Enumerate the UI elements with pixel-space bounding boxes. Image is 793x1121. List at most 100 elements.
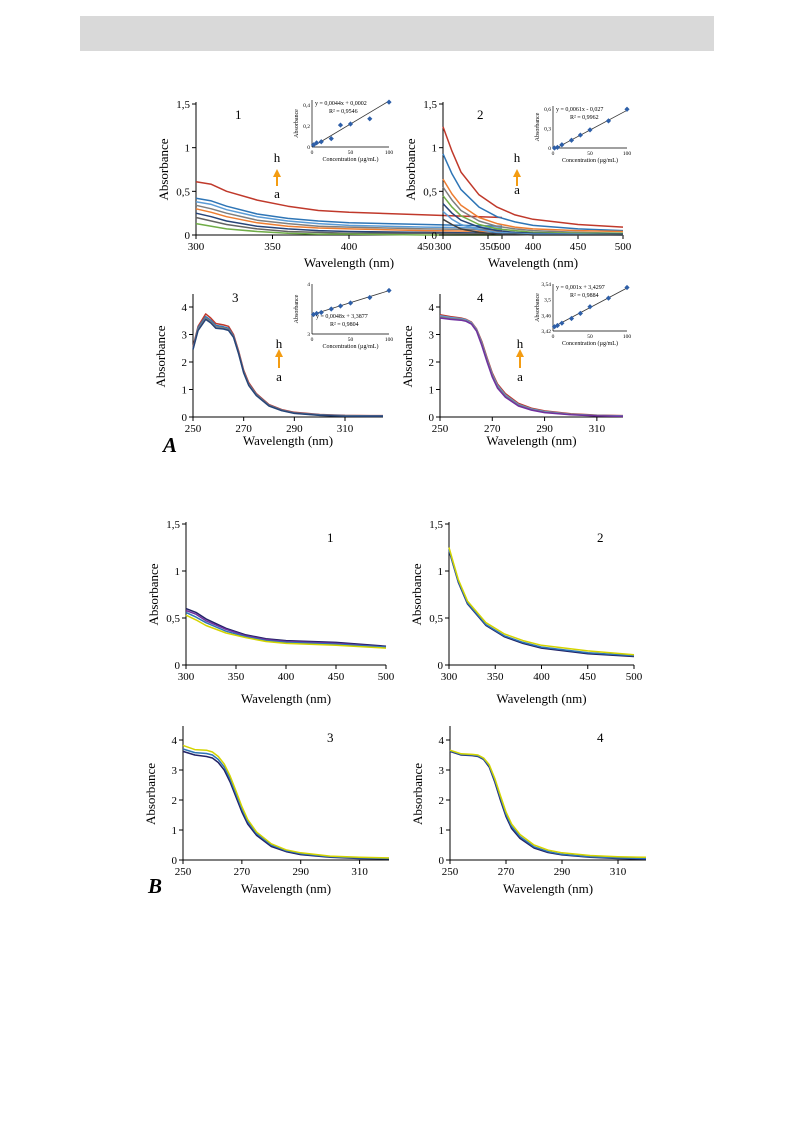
- inset-equation: y = 0,0044x + 0,0002: [315, 101, 367, 107]
- inset-data-point: [568, 137, 575, 143]
- arrow-start-label: a: [517, 369, 523, 384]
- x-tick-label: 250: [432, 423, 449, 435]
- inset-x-tick-label: 0: [552, 151, 555, 157]
- panel-number: 2: [597, 530, 604, 545]
- series-line-6: [195, 212, 503, 235]
- y-tick-label: 1: [429, 385, 435, 397]
- chart-panel-8: 250 270 290 310 0 1 2 3 4 Wavelength (nm) Absorban…: [410, 726, 647, 896]
- inset-data-point: [624, 284, 630, 291]
- series-line-5: [442, 195, 623, 235]
- inset-data-point: [587, 127, 593, 133]
- y-tick-label: 0: [439, 855, 445, 867]
- x-axis-label: Wavelength (nm): [243, 433, 333, 448]
- trend-arrow-head: [513, 169, 521, 177]
- inset-data-point: [577, 132, 583, 138]
- figure-panel-letter: B: [147, 874, 162, 898]
- x-tick-label: 290: [292, 866, 309, 878]
- arrow-end-label: h: [274, 150, 281, 165]
- y-tick-label: 1: [185, 143, 191, 155]
- series-line-2: [195, 197, 503, 228]
- x-tick-label: 400: [525, 241, 542, 253]
- inset-data-point: [314, 140, 320, 146]
- x-tick-label: 500: [494, 241, 511, 253]
- inset-y-tick-label: 0,2: [303, 124, 310, 130]
- inset-data-point: [554, 144, 561, 150]
- inset-r-squared: R² = 0,9962: [570, 115, 599, 121]
- x-tick-label: 270: [498, 866, 515, 878]
- panel-number: 4: [597, 730, 604, 745]
- y-axis-label: Absorbance: [146, 563, 161, 625]
- x-tick-label: 450: [570, 241, 587, 253]
- inset-y-tick-label: 3,54: [541, 282, 551, 288]
- series-line-7: [195, 216, 503, 235]
- inset-data-point: [605, 118, 612, 124]
- inset-x-tick-label: 100: [623, 151, 632, 157]
- x-axis-label: Wavelength (nm): [241, 881, 331, 896]
- inset-data-point: [328, 136, 334, 142]
- calibration-inset: 0 50 100 0 0,2 0,4 Concentration (µg/mL) Absorb…: [294, 99, 393, 163]
- trend-arrow-head: [516, 349, 524, 357]
- inset-y-tick-label: 0: [307, 145, 310, 151]
- inset-data-point: [554, 322, 561, 329]
- y-tick-label: 0: [432, 230, 438, 242]
- x-axis-label: Wavelength (nm): [496, 691, 586, 706]
- inset-data-point: [559, 142, 565, 148]
- inset-x-tick-label: 0: [552, 334, 555, 340]
- inset-y-tick-label: 3,5: [544, 298, 551, 304]
- y-tick-label: 3: [172, 765, 178, 777]
- inset-x-tick-label: 0: [311, 150, 314, 156]
- y-axis-label: Absorbance: [156, 138, 171, 200]
- inset-y-tick-label: 3,46: [541, 313, 551, 319]
- inset-data-point: [367, 294, 373, 301]
- series-line-1: [448, 550, 635, 658]
- arrow-end-label: h: [514, 150, 521, 165]
- y-tick-label: 1,5: [423, 99, 437, 111]
- inset-equation: y = 0,001x + 3,4297: [556, 285, 605, 291]
- y-tick-label: 1: [438, 566, 444, 578]
- inset-data-point: [337, 303, 344, 309]
- series-line-3: [182, 744, 390, 859]
- trend-arrow-head: [275, 349, 283, 357]
- x-tick-label: 350: [480, 241, 497, 253]
- x-tick-label: 450: [328, 671, 345, 683]
- y-tick-label: 4: [429, 302, 435, 314]
- x-tick-label: 500: [615, 241, 632, 253]
- y-tick-label: 0: [438, 660, 444, 672]
- x-tick-label: 290: [536, 423, 553, 435]
- inset-data-point: [347, 300, 354, 306]
- calibration-inset: 0 50 100 3 4 Concentration (µg/mL) Absorbance y…: [294, 282, 393, 350]
- x-axis-label: Wavelength (nm): [503, 881, 593, 896]
- inset-r-squared: R² = 0,9546: [329, 109, 358, 115]
- series-line-5: [195, 208, 503, 233]
- x-tick-label: 250: [175, 866, 192, 878]
- panel-number: 1: [327, 530, 334, 545]
- y-tick-label: 0: [429, 412, 435, 424]
- inset-y-tick-label: 0,3: [544, 127, 551, 133]
- inset-x-axis-label: Concentration (µg/mL): [323, 156, 379, 163]
- y-tick-label: 0: [182, 412, 188, 424]
- x-tick-label: 400: [341, 241, 358, 253]
- inset-x-tick-label: 100: [385, 337, 394, 343]
- inset-y-tick-label: 0: [548, 146, 551, 152]
- inset-equation: y = 0,0061x - 0,027: [556, 107, 603, 113]
- trend-arrow-head: [273, 169, 281, 177]
- x-tick-label: 450: [417, 241, 434, 253]
- series-line-1: [182, 750, 390, 860]
- series-line-3: [448, 547, 635, 656]
- x-tick-label: 270: [234, 866, 251, 878]
- y-tick-label: 3: [182, 330, 188, 342]
- x-axis-label: Wavelength (nm): [241, 691, 331, 706]
- x-tick-label: 310: [337, 423, 354, 435]
- x-tick-label: 300: [441, 671, 458, 683]
- series-line-2: [192, 315, 383, 417]
- series-line-3: [185, 611, 387, 648]
- calibration-inset: 0 50 100 3,42 3,46 3,5 3,54 Concentration (µg/m…: [535, 282, 631, 347]
- x-tick-label: 450: [580, 671, 597, 683]
- panel-number: 4: [477, 290, 484, 305]
- series-line-2: [442, 153, 624, 232]
- y-tick-label: 2: [429, 357, 435, 369]
